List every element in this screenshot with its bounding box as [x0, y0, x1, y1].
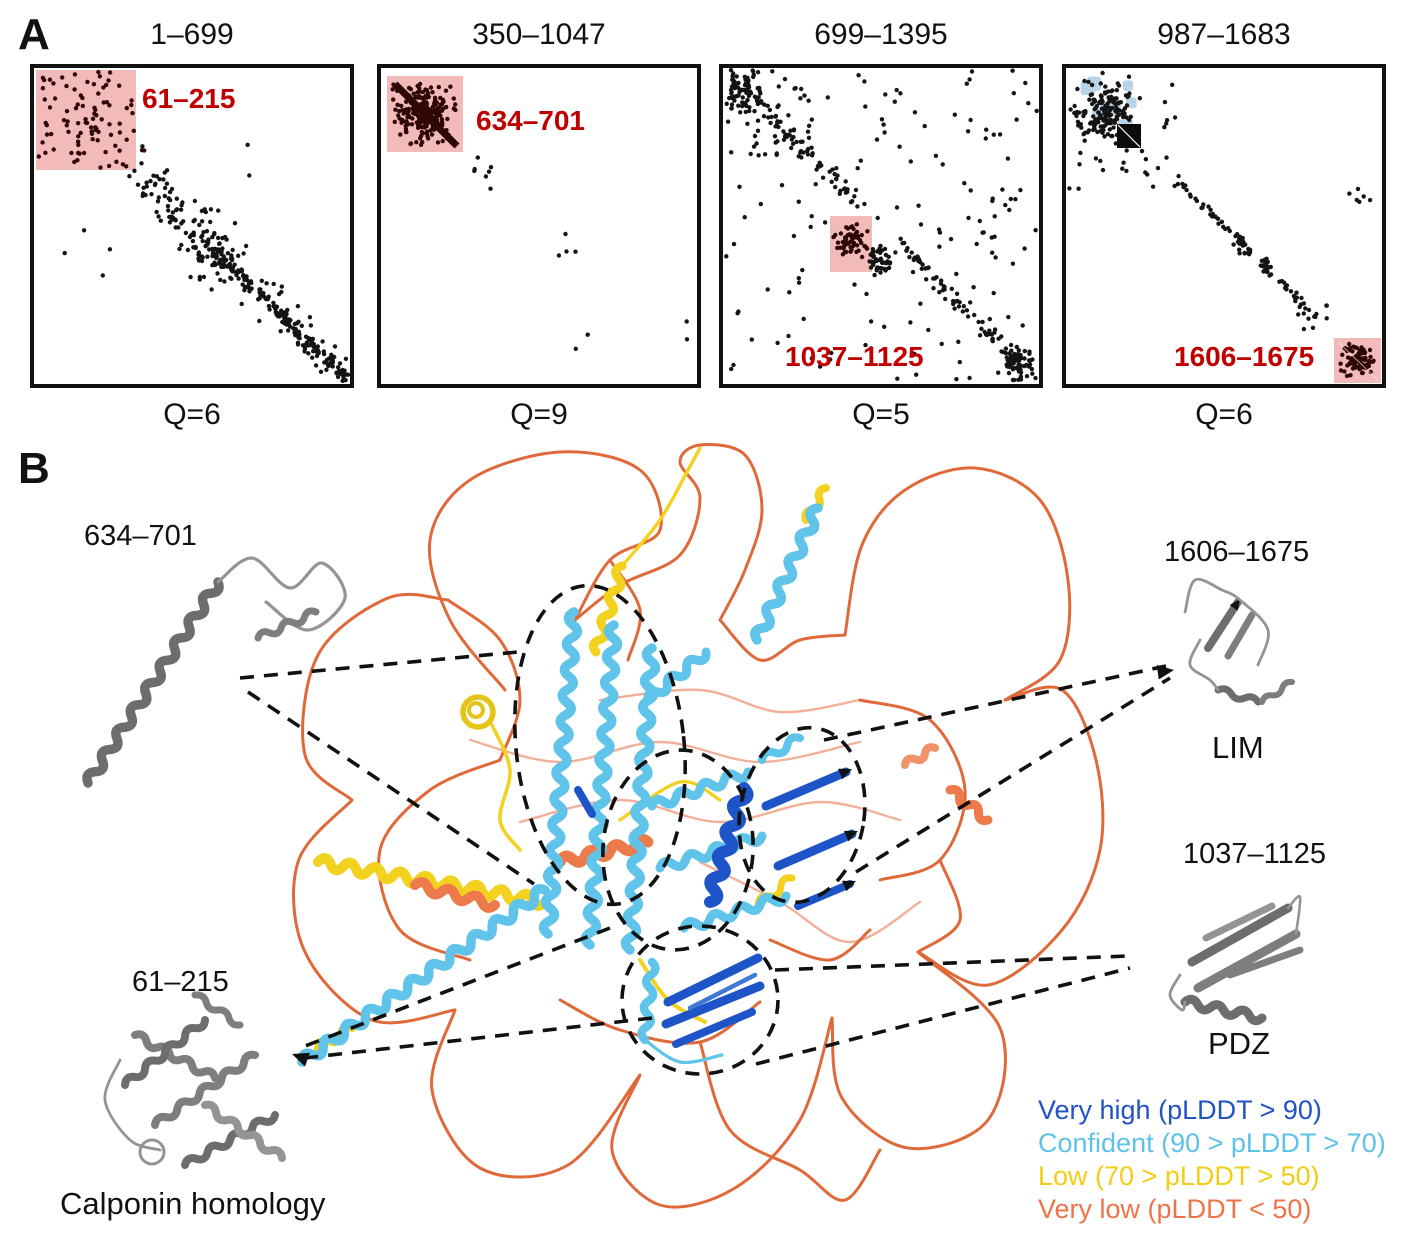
contact-map-title-3: 699–1395	[814, 18, 948, 51]
plddt-legend: Very high (pLDDT > 90) Confident (90 > p…	[1038, 1094, 1386, 1226]
domain-name-label-pdz: PDZ	[1208, 1026, 1270, 1061]
region-range-label-1: 61–215	[142, 83, 235, 114]
region-range-label-2: 634–701	[476, 105, 585, 136]
q-score-label-1: Q=6	[163, 398, 221, 431]
domain-connector-line	[304, 1016, 653, 1060]
contact-map-title-1: 1–699	[150, 18, 234, 51]
domain-connector-line	[299, 926, 611, 1050]
q-score-label-3: Q=5	[852, 398, 910, 431]
contact-map-plot-1: 61–215	[30, 64, 354, 388]
domain-connector-line	[855, 676, 1171, 874]
domain-outline	[620, 924, 780, 1076]
panel-a-letter: A	[18, 10, 50, 59]
domain-range-label-1606-1675: 1606–1675	[1164, 536, 1310, 568]
region-range-label-4: 1606–1675	[1174, 341, 1314, 372]
contact-map-plot-4: 1606–1675	[1062, 64, 1386, 388]
domain-range-label-634-701: 634–701	[84, 520, 197, 552]
domain-name-label-calponin-homology: Calponin homology	[60, 1186, 326, 1221]
legend-item-very-low: Very low (pLDDT < 50)	[1038, 1194, 1312, 1224]
domain-name-label-lim: LIM	[1212, 730, 1264, 765]
contact-map-plot-3: 1037–1125	[719, 64, 1043, 388]
legend-item-very-high: Very high (pLDDT > 90)	[1038, 1095, 1322, 1125]
domain-connector-line	[774, 954, 1129, 972]
domain-connector-line	[246, 690, 536, 886]
domain-range-label-1037-1125: 1037–1125	[1183, 838, 1327, 870]
contact-map-title-2: 350–1047	[472, 18, 606, 51]
legend-item-confident: Confident (90 > pLDDT > 70)	[1038, 1128, 1386, 1158]
domain-connector-line	[755, 966, 1131, 1066]
panel-b-letter: B	[18, 444, 50, 493]
domain-outline	[513, 583, 687, 907]
q-score-label-2: Q=9	[510, 398, 568, 431]
domain-range-label-61-215: 61–215	[132, 966, 229, 998]
domain-connector-line	[823, 664, 1167, 742]
contact-map-title-4: 987–1683	[1157, 18, 1291, 51]
predicted-structure-figure	[82, 443, 1304, 1209]
domain-outline	[601, 748, 755, 952]
region-range-label-3: 1037–1125	[785, 341, 924, 372]
contact-map-plot-2: 634–701	[377, 64, 701, 388]
legend-item-low: Low (70 > pLDDT > 50)	[1038, 1161, 1320, 1191]
q-score-label-4: Q=6	[1195, 398, 1253, 431]
domain-outline	[737, 725, 867, 905]
